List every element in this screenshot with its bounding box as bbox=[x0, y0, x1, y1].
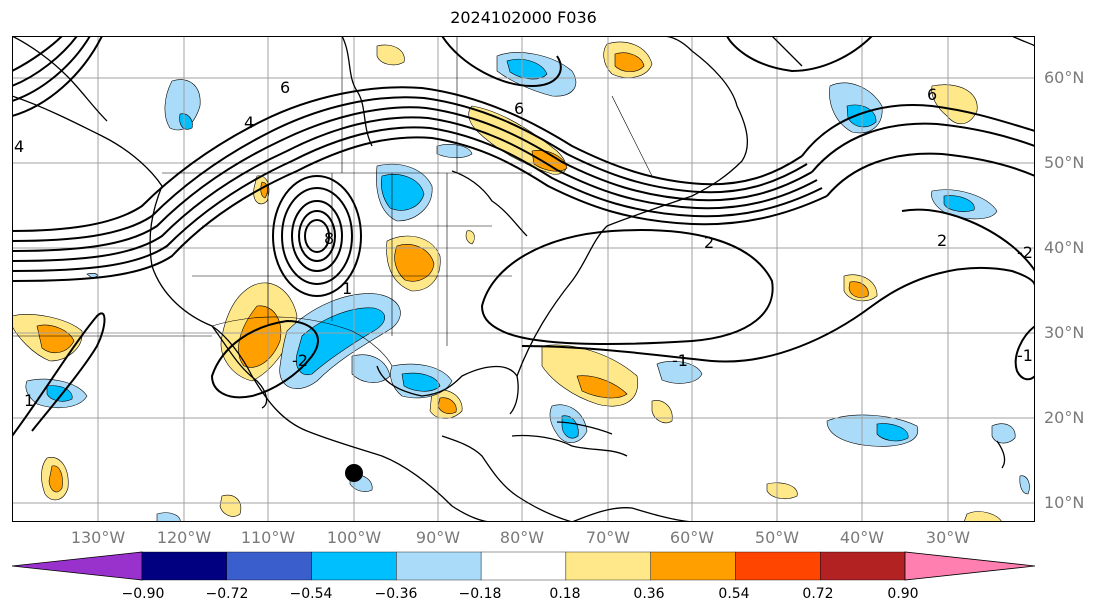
colorbar-cell bbox=[565, 551, 651, 581]
lat-label-50n: 50°N bbox=[1044, 153, 1085, 172]
map-panel: 6 4 6 6 4 8 -2 2 2 -2 -1 -1 1 1 bbox=[12, 36, 1035, 522]
coastlines bbox=[12, 36, 1035, 522]
lat-lon-gridlines bbox=[12, 36, 1035, 522]
colorbar-cell bbox=[735, 551, 821, 581]
storm-position-marker bbox=[345, 464, 363, 482]
colorbar-tick-label: 0.54 bbox=[718, 586, 750, 602]
lon-label-80w: 80°W bbox=[499, 528, 545, 547]
lat-label-20n: 20°N bbox=[1044, 408, 1085, 427]
contour-label: -2 bbox=[292, 351, 308, 370]
lat-label-40n: 40°N bbox=[1044, 238, 1085, 257]
colorbar-cell bbox=[650, 551, 736, 581]
colorbar-extend-high bbox=[904, 551, 1036, 581]
colorbar-cell bbox=[396, 551, 482, 581]
contour-label: 2 bbox=[704, 233, 714, 252]
contour-label: 6 bbox=[514, 99, 524, 118]
map-title: 2024102000 F036 bbox=[450, 8, 597, 27]
lon-label-60w: 60°W bbox=[669, 528, 715, 547]
contour-label: -2 bbox=[1017, 243, 1033, 262]
colorbar-cell bbox=[480, 551, 567, 581]
colorbar-cells bbox=[11, 551, 1036, 581]
colorbar-tick-label: −0.54 bbox=[289, 586, 333, 602]
contour-label: 8 bbox=[324, 229, 334, 248]
lat-label-30n: 30°N bbox=[1044, 323, 1085, 342]
lon-label-70w: 70°W bbox=[585, 528, 631, 547]
colorbar-tick-label: −0.36 bbox=[374, 586, 418, 602]
contour-label: 1 bbox=[342, 279, 352, 298]
lon-label-130w: 130°W bbox=[70, 528, 126, 547]
colorbar-tick-label: −0.72 bbox=[205, 586, 249, 602]
contour-label: 2 bbox=[937, 231, 947, 250]
lon-label-30w: 30°W bbox=[925, 528, 971, 547]
lat-label-60n: 60°N bbox=[1044, 68, 1085, 87]
colorbar bbox=[11, 551, 1036, 581]
map-frame bbox=[12, 36, 1035, 522]
lon-label-50w: 50°W bbox=[754, 528, 800, 547]
colorbar-extend-low bbox=[11, 551, 143, 581]
colorbar-cell bbox=[820, 551, 906, 581]
colorbar-tick-label: −0.18 bbox=[458, 586, 502, 602]
contour-label: 6 bbox=[927, 85, 937, 104]
colorbar-tick-label: 0.72 bbox=[802, 586, 834, 602]
lon-label-110w: 110°W bbox=[240, 528, 296, 547]
colorbar-cell bbox=[141, 551, 227, 581]
colorbar-cell bbox=[311, 551, 397, 581]
lat-label-10n: 10°N bbox=[1044, 493, 1085, 512]
lon-label-100w: 100°W bbox=[326, 528, 382, 547]
lon-label-90w: 90°W bbox=[415, 528, 461, 547]
colorbar-tick-label: 0.36 bbox=[633, 586, 665, 602]
contour-label: 1 bbox=[24, 391, 34, 410]
anomaly-contours bbox=[12, 36, 1035, 437]
contour-label: -1 bbox=[1017, 346, 1033, 365]
colorbar-tick-label: 0.18 bbox=[549, 586, 581, 602]
map-canvas: 6 4 6 6 4 8 -2 2 2 -2 -1 -1 1 1 bbox=[12, 36, 1035, 522]
contour-label: -1 bbox=[672, 351, 688, 370]
contour-label: 4 bbox=[244, 113, 254, 132]
negative-anomaly-shading bbox=[25, 52, 1030, 522]
colorbar-tick-label: −0.90 bbox=[121, 586, 165, 602]
contour-label: 6 bbox=[280, 78, 290, 97]
colorbar-cell bbox=[226, 551, 312, 581]
lon-label-120w: 120°W bbox=[156, 528, 212, 547]
contour-label: 4 bbox=[14, 137, 24, 156]
colorbar-tick-label: 0.90 bbox=[887, 586, 919, 602]
contour-labels: 6 4 6 6 4 8 -2 2 2 -2 -1 -1 1 1 bbox=[14, 78, 1033, 410]
lon-label-40w: 40°W bbox=[839, 528, 885, 547]
